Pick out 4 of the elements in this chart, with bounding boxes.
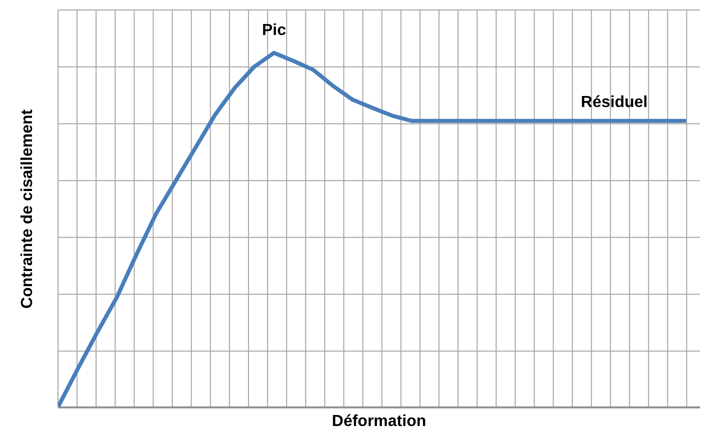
annotation: Résiduel (580, 94, 648, 111)
y-axis-title: Contrainte de cisaillement (19, 109, 37, 309)
annotation: Pic (262, 22, 286, 39)
x-axis-title: Déformation (332, 413, 426, 431)
